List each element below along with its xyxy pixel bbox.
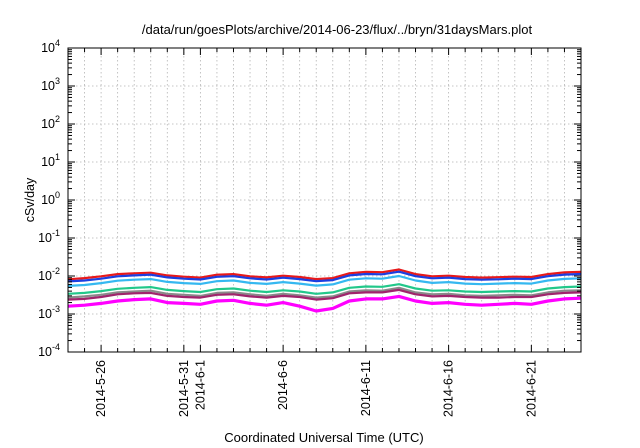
- series-layer: [67, 268, 582, 313]
- x-axis-label: Coordinated Universal Time (UTC): [224, 430, 423, 445]
- y-tick-label: 100: [41, 190, 60, 207]
- grid: [68, 48, 581, 352]
- y-tick-label: 10-1: [38, 228, 60, 245]
- series-line-7: [67, 294, 582, 313]
- y-tick-label: 101: [41, 152, 60, 169]
- y-axis-label: cSv/day: [23, 177, 37, 222]
- x-tick-label: 2014-6-11: [359, 360, 373, 416]
- y-tick-label: 104: [41, 38, 60, 55]
- axes: 10-4 10-3 10-2 10-1 100 101 102 103 104 2014-5-26…: [38, 38, 581, 417]
- y-tick-label: 10-3: [38, 304, 60, 321]
- y-tick-label: 10-4: [38, 342, 60, 359]
- x-tick-label: 2014-6-16: [442, 360, 456, 417]
- x-tick-label: 2014-6-21: [524, 360, 538, 417]
- series-line-3: [67, 274, 582, 287]
- chart-title: /data/run/goesPlots/archive/2014-06-23/f…: [142, 22, 533, 37]
- y-tick-label: 103: [41, 76, 60, 93]
- series-line-6: [67, 288, 582, 301]
- series-line-5: [67, 286, 582, 299]
- x-tick-label: 2014-6-6: [276, 360, 290, 410]
- x-tick-label: 2014-6-1: [193, 360, 207, 410]
- series-line-1: [67, 268, 582, 281]
- x-tick-label: 2014-5-31: [177, 360, 191, 417]
- y-tick-label: 102: [41, 114, 60, 131]
- x-tick-label: 2014-5-26: [94, 360, 108, 417]
- series-line-4: [67, 283, 582, 295]
- series-line-2: [67, 270, 582, 283]
- y-tick-label: 10-2: [38, 266, 60, 283]
